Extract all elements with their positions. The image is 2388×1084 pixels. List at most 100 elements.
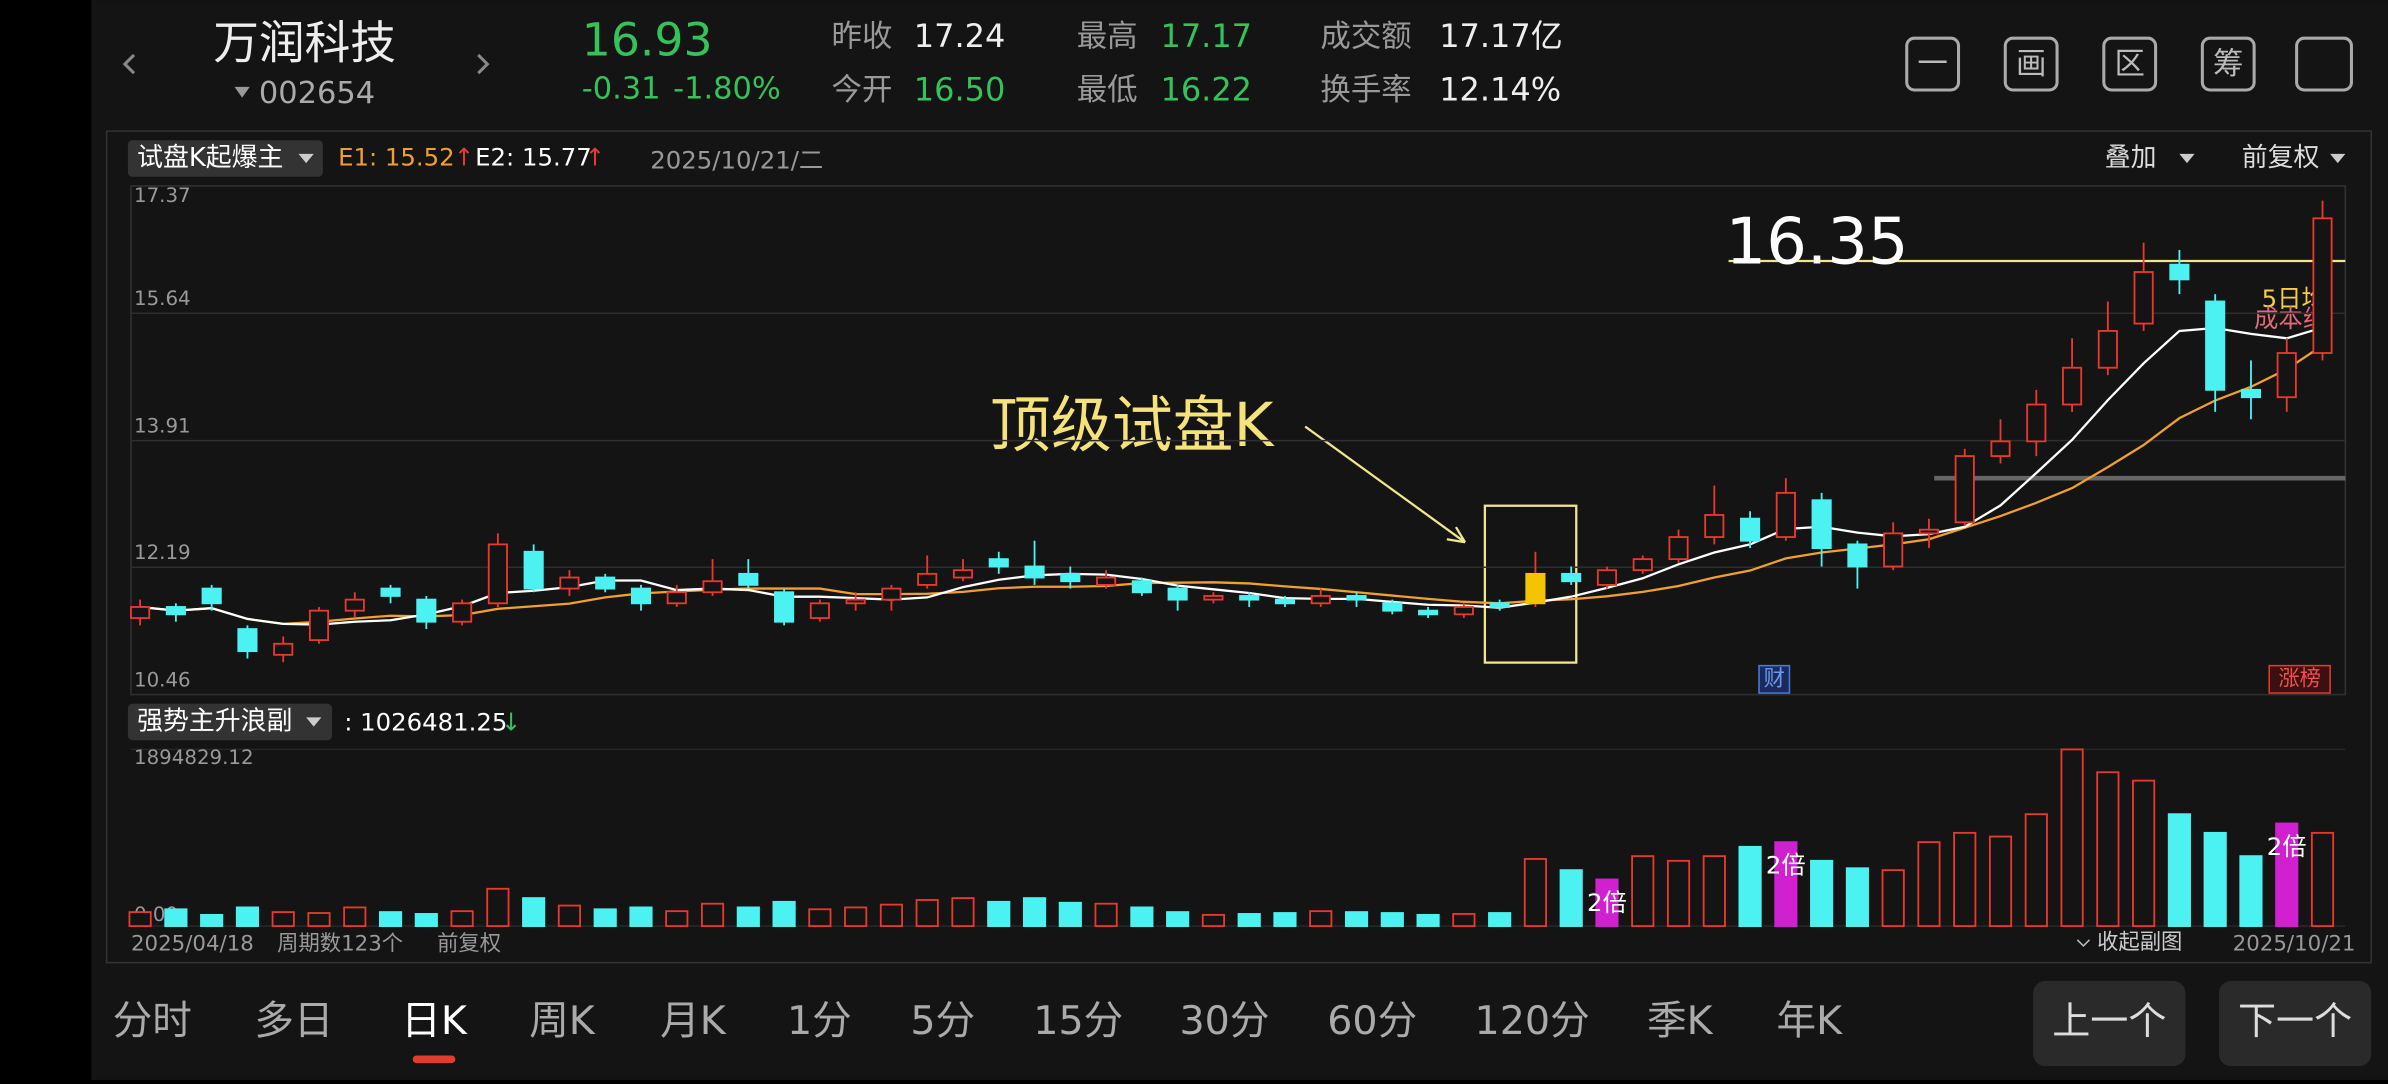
- sub-indicator-name: 强势主升浪副: [137, 706, 292, 736]
- candle-body: [630, 587, 652, 605]
- candle-body: [487, 543, 508, 605]
- indicator-name: 试盘K起爆主: [137, 143, 283, 173]
- volume-bar: [1559, 869, 1583, 927]
- volume-bar: [987, 900, 1011, 927]
- candle-body: [1883, 532, 1904, 568]
- collapse[interactable]: 收起副图: [2097, 930, 2182, 955]
- period-count: 周期数123个: [277, 931, 403, 956]
- candle-body: [1489, 602, 1510, 608]
- volume-bar: [1380, 912, 1404, 927]
- e1-arrow: ↑: [454, 142, 474, 171]
- volume-bar: [1523, 858, 1547, 927]
- candle-body: [738, 572, 759, 586]
- stat-label: 今开: [832, 73, 893, 108]
- tool-icon: 筹: [2213, 47, 2243, 82]
- tool-button[interactable]: [2200, 36, 2256, 92]
- candle-body: [952, 569, 974, 579]
- volume-label: 2倍: [1587, 888, 1627, 917]
- tab[interactable]: 30分: [1179, 998, 1269, 1044]
- volume-label: 2倍: [1766, 851, 1806, 880]
- volume-bar: [1273, 912, 1297, 927]
- volume-bar: [629, 906, 653, 927]
- badge[interactable]: [2268, 664, 2331, 694]
- candle-body: [2026, 403, 2047, 443]
- indicator-box[interactable]: [127, 140, 323, 177]
- candle-body: [2205, 300, 2226, 391]
- volume-bar: [164, 908, 188, 927]
- tab[interactable]: 年K: [1777, 998, 1844, 1044]
- tab[interactable]: 季K: [1647, 998, 1714, 1044]
- tab[interactable]: 120分: [1475, 998, 1590, 1044]
- candle-body: [1096, 576, 1117, 586]
- next-button[interactable]: [2218, 980, 2372, 1067]
- e2-arrow: ↑: [585, 142, 605, 171]
- y-tick-label: 15.64: [134, 287, 191, 310]
- candle-body: [1704, 514, 1725, 538]
- tab[interactable]: 60分: [1327, 998, 1417, 1044]
- adjust[interactable]: 前复权: [2242, 143, 2320, 173]
- badge[interactable]: [1758, 664, 1791, 694]
- y-tick-label: 13.91: [134, 414, 191, 437]
- candle-body: [1418, 609, 1439, 616]
- y-tick-label: 12.19: [134, 541, 191, 564]
- prev-button[interactable]: [2033, 980, 2186, 1067]
- tool-button[interactable]: [1905, 36, 1961, 92]
- sub-arrow: ↓: [501, 708, 521, 737]
- prev-stock[interactable]: [122, 53, 136, 75]
- volume-bar: [450, 910, 474, 927]
- tab[interactable]: 周K: [529, 998, 596, 1044]
- badge-text: 涨榜: [2278, 666, 2321, 691]
- dropdown[interactable]: [234, 86, 250, 98]
- volume-bar: [128, 911, 152, 927]
- volume-bar: [1702, 855, 1726, 927]
- next-stock[interactable]: [477, 53, 490, 75]
- candle-body: [2240, 388, 2262, 399]
- overlay[interactable]: 叠加: [2105, 143, 2157, 173]
- stock-name: 万润科技: [213, 16, 396, 69]
- volume-bar: [2203, 831, 2227, 927]
- volume-bar: [2275, 822, 2299, 927]
- volume-bar: [772, 900, 796, 927]
- candle-body: [1346, 595, 1367, 601]
- stat-value: 16.22: [1160, 70, 1252, 108]
- volume-bar: [486, 887, 510, 927]
- next-button-text: 下一个: [2238, 999, 2352, 1043]
- tab[interactable]: 15分: [1033, 998, 1123, 1044]
- stat-value: 17.24: [914, 17, 1006, 55]
- sub-indicator-box[interactable]: [127, 703, 333, 741]
- tab[interactable]: 日K: [401, 998, 468, 1044]
- candle-body: [1990, 440, 2011, 457]
- tool-button[interactable]: [2003, 36, 2059, 92]
- volume-bar: [2239, 855, 2263, 927]
- tab[interactable]: 5分: [910, 998, 975, 1044]
- tool-button[interactable]: [2102, 36, 2158, 92]
- price: 16.93: [582, 13, 713, 66]
- volume-bar: [1166, 911, 1190, 927]
- candle-body: [881, 587, 902, 601]
- volume-bar: [1488, 912, 1512, 927]
- candle-body: [1668, 536, 1689, 561]
- candle-body: [1811, 499, 1832, 550]
- tab[interactable]: 月K: [660, 998, 727, 1044]
- volume-bar: [1130, 906, 1154, 927]
- more-tool[interactable]: [2295, 36, 2353, 92]
- candle-body: [344, 598, 365, 612]
- candle-body: [1024, 565, 1045, 579]
- volume-bar: [2167, 813, 2191, 927]
- annotation-arrow: [1304, 425, 1467, 544]
- candle-body: [1203, 595, 1224, 601]
- volume-bar: [235, 906, 260, 927]
- candle-body: [559, 576, 580, 590]
- date: 2025/10/21/二: [650, 146, 823, 175]
- volume-bar: [1058, 901, 1082, 927]
- tab[interactable]: 1分: [787, 998, 852, 1044]
- volume-bar: [1344, 911, 1369, 927]
- stat-value: 17.17: [1160, 17, 1252, 55]
- tab[interactable]: 分时: [113, 998, 192, 1044]
- volume-bar: [665, 910, 689, 927]
- candle-body: [1596, 569, 1618, 586]
- tab[interactable]: 多日: [254, 998, 333, 1044]
- candle-body: [2312, 217, 2333, 354]
- candle-body: [809, 602, 830, 619]
- volume-bar: [1094, 902, 1118, 927]
